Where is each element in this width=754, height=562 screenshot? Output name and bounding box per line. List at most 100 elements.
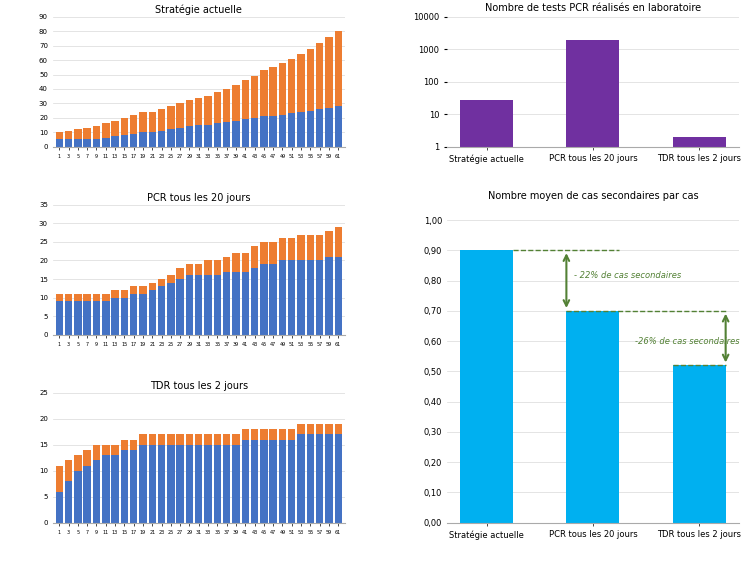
Bar xyxy=(213,124,221,147)
Bar xyxy=(139,294,147,334)
Bar xyxy=(149,445,156,523)
Bar xyxy=(195,445,203,523)
Bar xyxy=(307,424,314,434)
Bar xyxy=(121,135,128,147)
Bar xyxy=(325,434,333,523)
Bar xyxy=(130,439,137,450)
Bar xyxy=(241,271,249,334)
Bar xyxy=(335,106,342,147)
Bar xyxy=(149,434,156,445)
Bar xyxy=(335,257,342,334)
Bar xyxy=(269,264,277,334)
Title: PCR tous les 20 jours: PCR tous les 20 jours xyxy=(147,193,250,203)
Bar xyxy=(204,275,212,334)
Bar xyxy=(288,58,296,114)
Bar xyxy=(325,108,333,147)
Bar xyxy=(288,238,296,261)
Bar xyxy=(279,238,287,261)
Bar xyxy=(325,257,333,334)
Bar xyxy=(93,445,100,460)
Bar xyxy=(232,253,240,271)
Bar xyxy=(102,294,109,301)
Bar xyxy=(149,132,156,147)
Bar xyxy=(139,112,147,132)
Bar xyxy=(223,257,231,271)
Bar xyxy=(204,96,212,125)
Bar xyxy=(279,439,287,523)
Bar xyxy=(102,138,109,147)
Bar xyxy=(325,231,333,257)
Bar xyxy=(93,139,100,147)
Bar xyxy=(232,271,240,334)
Text: -26% de cas secondaires: -26% de cas secondaires xyxy=(636,337,740,346)
Bar xyxy=(176,434,184,445)
Bar xyxy=(102,301,109,334)
Bar xyxy=(269,116,277,147)
Bar xyxy=(223,89,231,122)
Bar xyxy=(297,424,305,434)
Bar xyxy=(74,129,81,139)
Bar xyxy=(297,112,305,147)
Bar xyxy=(93,294,100,301)
Bar xyxy=(260,70,268,116)
Bar xyxy=(167,106,175,129)
Bar xyxy=(204,445,212,523)
Bar xyxy=(158,287,165,334)
Bar xyxy=(74,139,81,147)
Bar xyxy=(223,122,231,147)
Bar xyxy=(84,139,91,147)
Bar xyxy=(195,98,203,125)
Bar xyxy=(176,128,184,147)
Bar xyxy=(335,424,342,434)
Bar xyxy=(158,131,165,147)
Bar xyxy=(185,434,193,445)
Bar xyxy=(149,290,156,334)
Bar xyxy=(158,445,165,523)
Bar xyxy=(316,234,323,261)
Bar xyxy=(204,434,212,445)
Bar xyxy=(195,434,203,445)
Bar xyxy=(279,63,287,115)
Bar xyxy=(251,246,259,268)
Bar xyxy=(460,99,513,562)
Bar xyxy=(213,261,221,275)
Bar xyxy=(213,434,221,445)
Bar xyxy=(65,481,72,523)
Bar xyxy=(566,39,620,562)
Bar xyxy=(297,234,305,261)
Bar xyxy=(158,109,165,131)
Bar xyxy=(251,439,259,523)
Bar xyxy=(316,424,323,434)
Bar xyxy=(213,445,221,523)
Bar xyxy=(316,434,323,523)
Bar xyxy=(176,445,184,523)
Text: - 22% de cas secondaires: - 22% de cas secondaires xyxy=(574,270,681,279)
Bar xyxy=(130,134,137,147)
Bar xyxy=(269,429,277,439)
Title: Nombre moyen de cas secondaires par cas: Nombre moyen de cas secondaires par cas xyxy=(488,191,698,201)
Bar xyxy=(130,287,137,294)
Bar xyxy=(74,455,81,471)
Bar xyxy=(204,261,212,275)
Bar xyxy=(279,429,287,439)
Bar xyxy=(130,115,137,134)
Bar xyxy=(223,434,231,445)
Bar xyxy=(56,294,63,301)
Bar xyxy=(167,275,175,283)
Bar xyxy=(195,125,203,147)
Bar xyxy=(149,283,156,290)
Bar xyxy=(102,124,109,138)
Bar xyxy=(297,55,305,112)
Bar xyxy=(307,434,314,523)
Bar xyxy=(195,275,203,334)
Bar xyxy=(56,492,63,523)
Bar xyxy=(195,264,203,275)
Bar xyxy=(279,261,287,334)
Bar xyxy=(316,109,323,147)
Bar xyxy=(84,450,91,465)
Bar xyxy=(185,126,193,147)
Bar xyxy=(84,294,91,301)
Bar xyxy=(335,31,342,106)
Bar xyxy=(176,279,184,334)
Bar xyxy=(121,290,128,297)
